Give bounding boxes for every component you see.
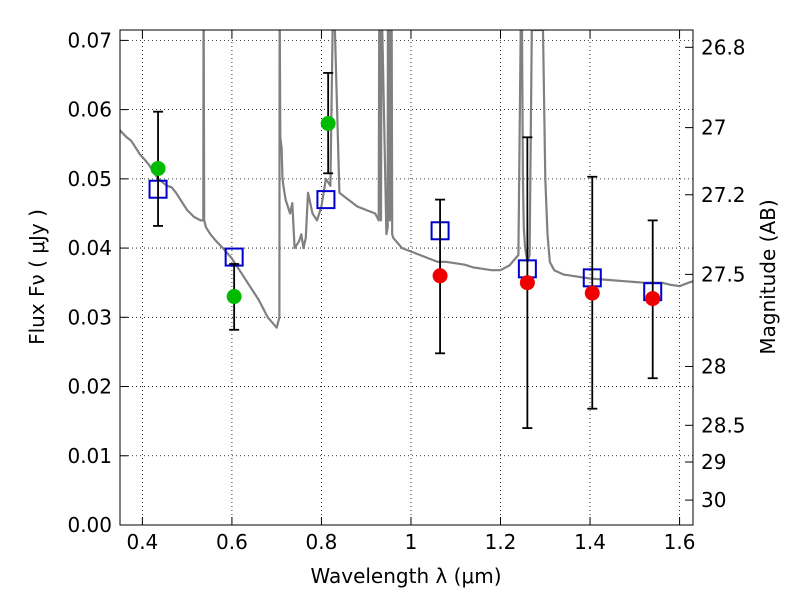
mag-tick-label: 26.8 <box>701 35 746 59</box>
mag-tick-label: 27 <box>701 116 726 140</box>
observed-flux-point <box>432 268 448 284</box>
y-tick-label: 0.05 <box>67 167 112 191</box>
plot-frame <box>119 29 694 526</box>
y-tick-label: 0.01 <box>67 444 112 468</box>
y2-axis-label: Magnitude (AB) <box>756 199 780 354</box>
y-tick-label: 0.00 <box>67 513 112 537</box>
model-flux-square <box>316 190 336 210</box>
observed-flux-point <box>584 285 600 301</box>
observed-flux-point <box>150 160 166 176</box>
x-axis-label: Wavelength λ (μm) <box>310 564 501 588</box>
mag-tick-label: 29 <box>701 450 726 474</box>
axis-ticks: 0.4 0.6 0.8 1 1.2 1.4 1.6 0.00 0.01 0.02 0.03 0.04 0… <box>67 28 745 554</box>
mag-tick-label: 30 <box>701 488 726 512</box>
y-tick-label: 0.03 <box>67 305 112 329</box>
mag-tick-label: 27.2 <box>701 183 746 207</box>
grid-lines <box>120 30 693 526</box>
y-tick-label: 0.06 <box>67 98 112 122</box>
mag-tick-label: 28 <box>701 354 726 378</box>
x-tick-label: 1 <box>405 530 418 554</box>
mag-tick-label: 27.5 <box>701 262 746 286</box>
x-tick-label: 1.2 <box>485 530 517 554</box>
observed-flux-point <box>519 275 535 291</box>
observed-flux-point <box>226 289 242 305</box>
x-tick-label: 1.6 <box>664 530 696 554</box>
x-tick-label: 0.6 <box>216 530 248 554</box>
x-tick-label: 0.8 <box>306 530 338 554</box>
x-tick-label: 0.4 <box>126 530 158 554</box>
observed-flux-point <box>320 115 336 131</box>
spectrum-line <box>120 30 693 329</box>
y-axis-label: Flux Fν ( μJy ) <box>25 209 49 345</box>
x-tick-label: 1.4 <box>574 530 606 554</box>
plot-data-area <box>120 30 693 429</box>
y-tick-label: 0.04 <box>67 236 112 260</box>
y-tick-label: 0.02 <box>67 375 112 399</box>
observed-flux-point <box>645 291 661 307</box>
mag-tick-label: 28.5 <box>701 413 746 437</box>
y-tick-label: 0.07 <box>67 28 112 52</box>
